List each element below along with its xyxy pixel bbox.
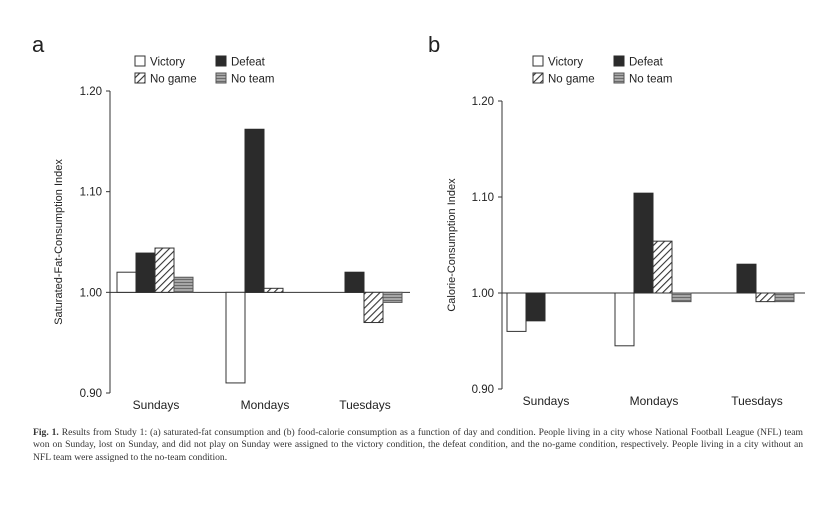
y-tick-label: 1.10 xyxy=(80,187,102,199)
caption-text: Results from Study 1: (a) saturated-fat … xyxy=(33,427,803,463)
bar-no-team-tuesdays xyxy=(774,292,795,303)
legend-swatch-no-team xyxy=(613,72,625,84)
bar-victory-sundays xyxy=(116,271,137,293)
bar-no-team-mondays xyxy=(671,292,692,303)
bar-no-game-tuesdays xyxy=(755,292,776,303)
bar-defeat-mondays xyxy=(244,128,265,293)
bar-victory-sundays xyxy=(506,292,527,332)
legend-label-defeat: Defeat xyxy=(231,57,266,69)
x-category-label: Mondays xyxy=(241,398,290,412)
y-axis-label: Saturated-Fat-Consumption Index xyxy=(53,159,65,325)
legend-swatch-victory xyxy=(532,55,544,67)
y-tick-label: 0.90 xyxy=(80,388,102,400)
bar-defeat-sundays xyxy=(135,252,156,293)
legend-label-defeat: Defeat xyxy=(629,57,664,69)
bar-no-game-mondays xyxy=(652,240,673,294)
legend-label-no-game: No game xyxy=(150,74,197,86)
y-axis-label: Calorie-Consumption Index xyxy=(446,178,458,312)
y-tick-label: 1.10 xyxy=(472,192,494,204)
caption-label: Fig. 1. xyxy=(33,427,59,438)
bar-no-team-tuesdays xyxy=(382,291,403,303)
figure-caption: Fig. 1. Results from Study 1: (a) satura… xyxy=(33,427,803,464)
x-category-label: Sundays xyxy=(133,398,180,412)
legend-label-no-game: No game xyxy=(548,74,595,86)
bar-defeat-tuesdays xyxy=(736,263,757,294)
panel-letter: b xyxy=(428,32,440,57)
x-category-label: Sundays xyxy=(523,394,570,408)
bar-no-game-sundays xyxy=(154,247,175,293)
bar-no-game-mondays xyxy=(263,287,284,293)
legend-label-no-team: No team xyxy=(231,74,274,86)
legend-label-victory: Victory xyxy=(548,57,583,69)
legend-swatch-victory xyxy=(134,55,146,67)
bar-defeat-sundays xyxy=(525,292,546,322)
bar-victory-mondays xyxy=(614,292,635,347)
bar-victory-mondays xyxy=(225,291,246,384)
legend-swatch-defeat xyxy=(613,55,625,67)
figure: a 0.90 1.00 1.10 1.20 Saturated-Fat-Consumpti… xyxy=(32,32,805,412)
y-tick-label: 1.20 xyxy=(80,86,102,98)
legend-label-no-team: No team xyxy=(629,74,672,86)
legend-swatch-defeat xyxy=(215,55,227,67)
y-tick-label: 1.00 xyxy=(472,288,494,300)
chart-panel-b: b 0.90 1.00 1.10 1.20 Calorie-Consumption Ind… xyxy=(428,32,805,408)
bar-defeat-tuesdays xyxy=(344,271,365,293)
legend-label-victory: Victory xyxy=(150,57,185,69)
chart-panel-a: a 0.90 1.00 1.10 1.20 Saturated-Fat-Consumpti… xyxy=(32,32,410,412)
x-category-label: Tuesdays xyxy=(339,398,391,412)
legend-swatch-no-game xyxy=(532,72,544,84)
bar-no-game-tuesdays xyxy=(363,291,384,324)
legend-swatch-no-team xyxy=(215,72,227,84)
y-tick-label: 0.90 xyxy=(472,384,494,396)
x-category-label: Tuesdays xyxy=(731,394,783,408)
x-category-label: Mondays xyxy=(630,394,679,408)
y-tick-label: 1.20 xyxy=(472,96,494,108)
bar-no-team-sundays xyxy=(173,276,194,293)
y-tick-label: 1.00 xyxy=(80,287,102,299)
bar-defeat-mondays xyxy=(633,192,654,294)
legend-swatch-no-game xyxy=(134,72,146,84)
panel-letter: a xyxy=(32,32,45,57)
